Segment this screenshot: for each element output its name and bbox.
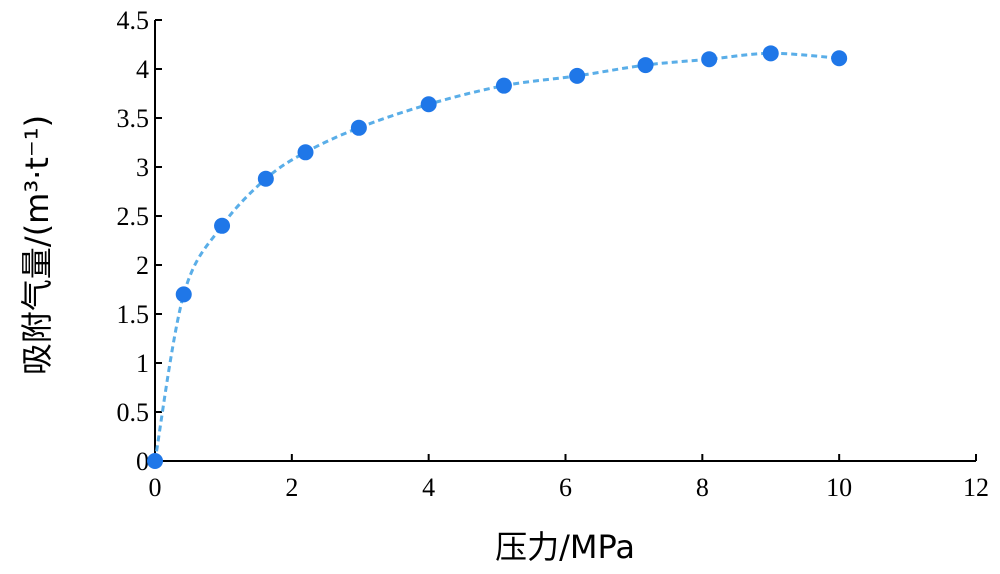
data-point: [495, 77, 512, 94]
y-tick-label: 4.5: [117, 6, 150, 35]
data-point: [637, 57, 654, 74]
x-tick-label: 10: [826, 473, 852, 502]
y-tick-label: 0.5: [117, 398, 150, 427]
data-point: [831, 50, 848, 67]
x-tick-label: 2: [285, 473, 298, 502]
data-point: [175, 286, 192, 303]
y-tick-label: 3.5: [117, 104, 150, 133]
y-tick-label: 4: [136, 55, 149, 84]
data-point: [297, 144, 314, 161]
x-tick-label: 0: [149, 473, 162, 502]
y-tick-label: 0: [136, 447, 149, 476]
data-point: [147, 453, 163, 469]
x-tick-label: 4: [422, 473, 435, 502]
y-axis-title: 吸附气量/(m³·t⁻¹): [18, 115, 56, 375]
y-tick-label: 1: [136, 349, 149, 378]
fit-curve: [153, 51, 840, 462]
fit-curve-group: [153, 51, 840, 462]
data-point: [350, 119, 367, 136]
data-point: [762, 45, 779, 62]
data-points: [147, 45, 848, 469]
x-tick-label: 12: [963, 473, 989, 502]
x-tick-label: 8: [696, 473, 709, 502]
y-tick-label: 1.5: [117, 300, 150, 329]
y-tick-label: 2: [136, 251, 149, 280]
x-tick-label: 6: [559, 473, 572, 502]
data-point: [701, 51, 718, 68]
axes: 0 2 4 6 8 10 12 0 0.5 1 1.5 2 2.5 3 3.5 4 4.5: [117, 6, 990, 502]
y-tick-label: 2.5: [117, 202, 150, 231]
x-axis-title: 压力/MPa: [495, 528, 635, 566]
data-point: [214, 217, 231, 234]
y-tick-label: 3: [136, 153, 149, 182]
data-point: [257, 170, 274, 187]
data-point: [569, 67, 586, 84]
data-point: [420, 96, 437, 113]
